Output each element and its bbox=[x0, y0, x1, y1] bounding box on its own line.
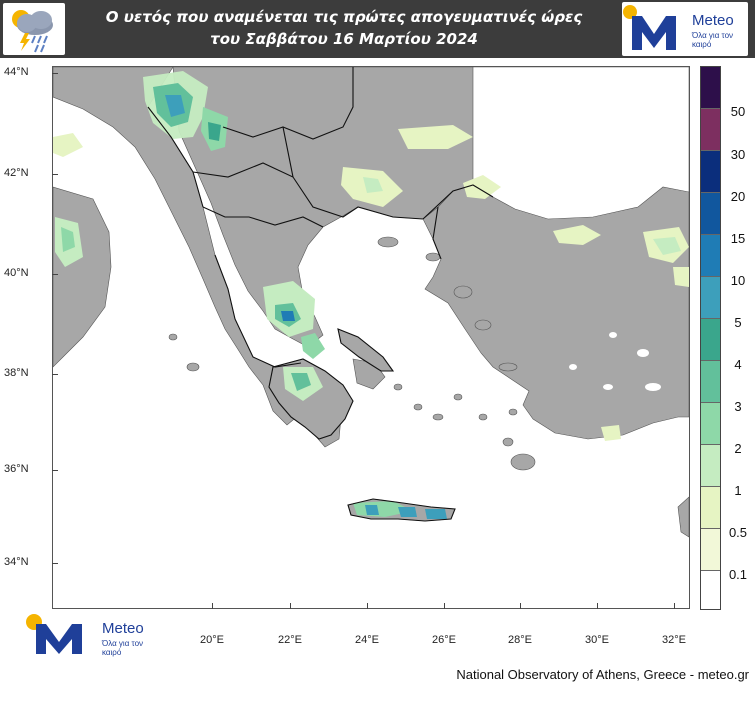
lat-label-44: 44°N bbox=[4, 66, 29, 78]
precipitation-map bbox=[52, 66, 690, 609]
page-title: Ο υετός που αναμένεται τις πρώτες απογευ… bbox=[70, 6, 618, 50]
legend-swatch bbox=[701, 319, 720, 361]
rain-cloud-lightning-icon bbox=[3, 3, 65, 55]
precipitation-legend-bar bbox=[700, 66, 721, 610]
lon-tick bbox=[444, 603, 445, 609]
lon-tick bbox=[212, 603, 213, 609]
legend-label: 50 bbox=[730, 104, 746, 119]
lon-tick bbox=[520, 603, 521, 609]
lat-tick bbox=[52, 174, 58, 175]
legend-swatch bbox=[701, 67, 720, 109]
legend-label: 30 bbox=[730, 147, 746, 162]
legend-label: 4 bbox=[734, 357, 742, 372]
lon-label-20: 20°E bbox=[200, 634, 224, 646]
lon-tick bbox=[367, 603, 368, 609]
lon-label-28: 28°E bbox=[508, 634, 532, 646]
meteo-m-sun-logo-icon bbox=[623, 5, 676, 50]
lake-layer bbox=[569, 332, 661, 391]
title-line-1: Ο υετός που αναμένεται τις πρώτες απογευ… bbox=[105, 8, 583, 26]
title-line-2: του Σαββάτου 16 Μαρτίου 2024 bbox=[210, 30, 478, 48]
legend-label: 5 bbox=[734, 315, 742, 330]
meteo-footer-logo[interactable]: Meteo Όλα για τον καιρό bbox=[24, 612, 154, 658]
map-canvas bbox=[53, 67, 689, 538]
legend-label: 1 bbox=[734, 483, 742, 498]
lon-label-22: 22°E bbox=[278, 634, 302, 646]
lat-tick bbox=[52, 73, 58, 74]
lon-tick bbox=[674, 603, 675, 609]
lon-label-26: 26°E bbox=[432, 634, 456, 646]
legend-label: 0.1 bbox=[728, 567, 748, 582]
legend-swatch bbox=[701, 235, 720, 277]
legend-label: 15 bbox=[730, 231, 746, 246]
lon-label-30: 30°E bbox=[585, 634, 609, 646]
footer-brand-name: Meteo bbox=[102, 620, 144, 637]
lon-tick bbox=[290, 603, 291, 609]
land-layer bbox=[53, 67, 689, 538]
lat-label-40: 40°N bbox=[4, 267, 29, 279]
legend-label: 3 bbox=[734, 399, 742, 414]
legend-swatch bbox=[701, 403, 720, 445]
legend-label: 20 bbox=[730, 189, 746, 204]
legend-label: 2 bbox=[734, 441, 742, 456]
footer-brand-tagline: Όλα για τον καιρό bbox=[102, 639, 144, 657]
legend-swatch bbox=[701, 571, 720, 609]
legend-swatch bbox=[701, 109, 720, 151]
legend-swatch bbox=[701, 529, 720, 571]
lon-label-24: 24°E bbox=[355, 634, 379, 646]
legend-label: 10 bbox=[730, 273, 746, 288]
meteo-m-sun-logo-icon bbox=[26, 614, 82, 654]
lat-tick bbox=[52, 470, 58, 471]
legend-label: 0.5 bbox=[728, 525, 748, 540]
lat-tick bbox=[52, 274, 58, 275]
lon-label-32: 32°E bbox=[662, 634, 686, 646]
lon-tick bbox=[597, 603, 598, 609]
lat-tick bbox=[52, 563, 58, 564]
legend-swatch bbox=[701, 277, 720, 319]
lat-label-38: 38°N bbox=[4, 367, 29, 379]
source-credit: National Observatory of Athens, Greece -… bbox=[456, 667, 749, 682]
precipitation-layer bbox=[53, 71, 689, 519]
lat-label-42: 42°N bbox=[4, 167, 29, 179]
legend-swatch bbox=[701, 487, 720, 529]
lat-label-34: 34°N bbox=[4, 556, 29, 568]
header-bar: Ο υετός που αναμένεται τις πρώτες απογευ… bbox=[0, 0, 755, 58]
brand-tagline: Όλα για τον καιρό bbox=[692, 31, 734, 49]
meteo-brand-logo[interactable]: Meteo Όλα για τον καιρό bbox=[622, 2, 748, 56]
border-layer bbox=[147, 67, 494, 522]
legend-swatch bbox=[701, 361, 720, 403]
legend-swatch bbox=[701, 445, 720, 487]
legend-swatch bbox=[701, 193, 720, 235]
lat-label-36: 36°N bbox=[4, 463, 29, 475]
lat-tick bbox=[52, 374, 58, 375]
legend-swatch bbox=[701, 151, 720, 193]
brand-name: Meteo bbox=[692, 12, 734, 29]
